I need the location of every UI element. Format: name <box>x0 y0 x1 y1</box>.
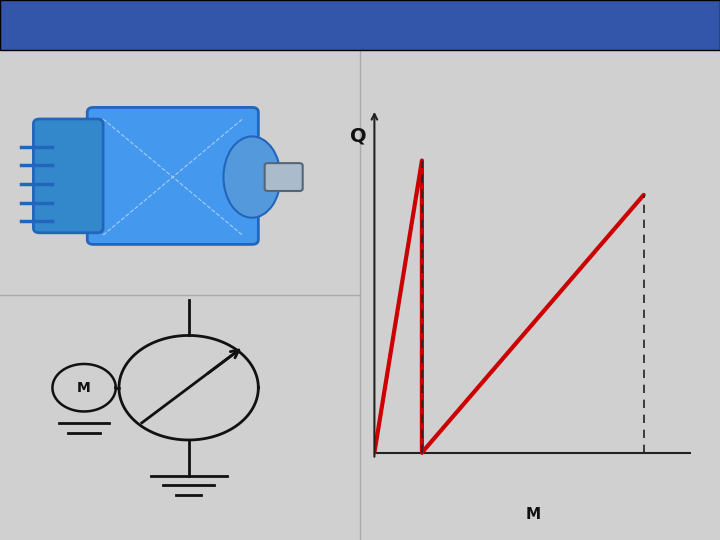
Text: EAT•N: EAT•N <box>695 16 720 34</box>
FancyBboxPatch shape <box>87 107 258 245</box>
FancyBboxPatch shape <box>265 163 302 191</box>
Text: E: E <box>698 16 711 34</box>
FancyBboxPatch shape <box>33 119 103 233</box>
Text: M: M <box>525 507 541 522</box>
Text: Q: Q <box>350 126 367 145</box>
Text: M: M <box>77 381 91 395</box>
Text: ELECTRIC DISPLACEMENT CONTROL: ELECTRIC DISPLACEMENT CONTROL <box>14 16 405 35</box>
Ellipse shape <box>223 137 281 218</box>
Text: AT: AT <box>702 16 720 34</box>
